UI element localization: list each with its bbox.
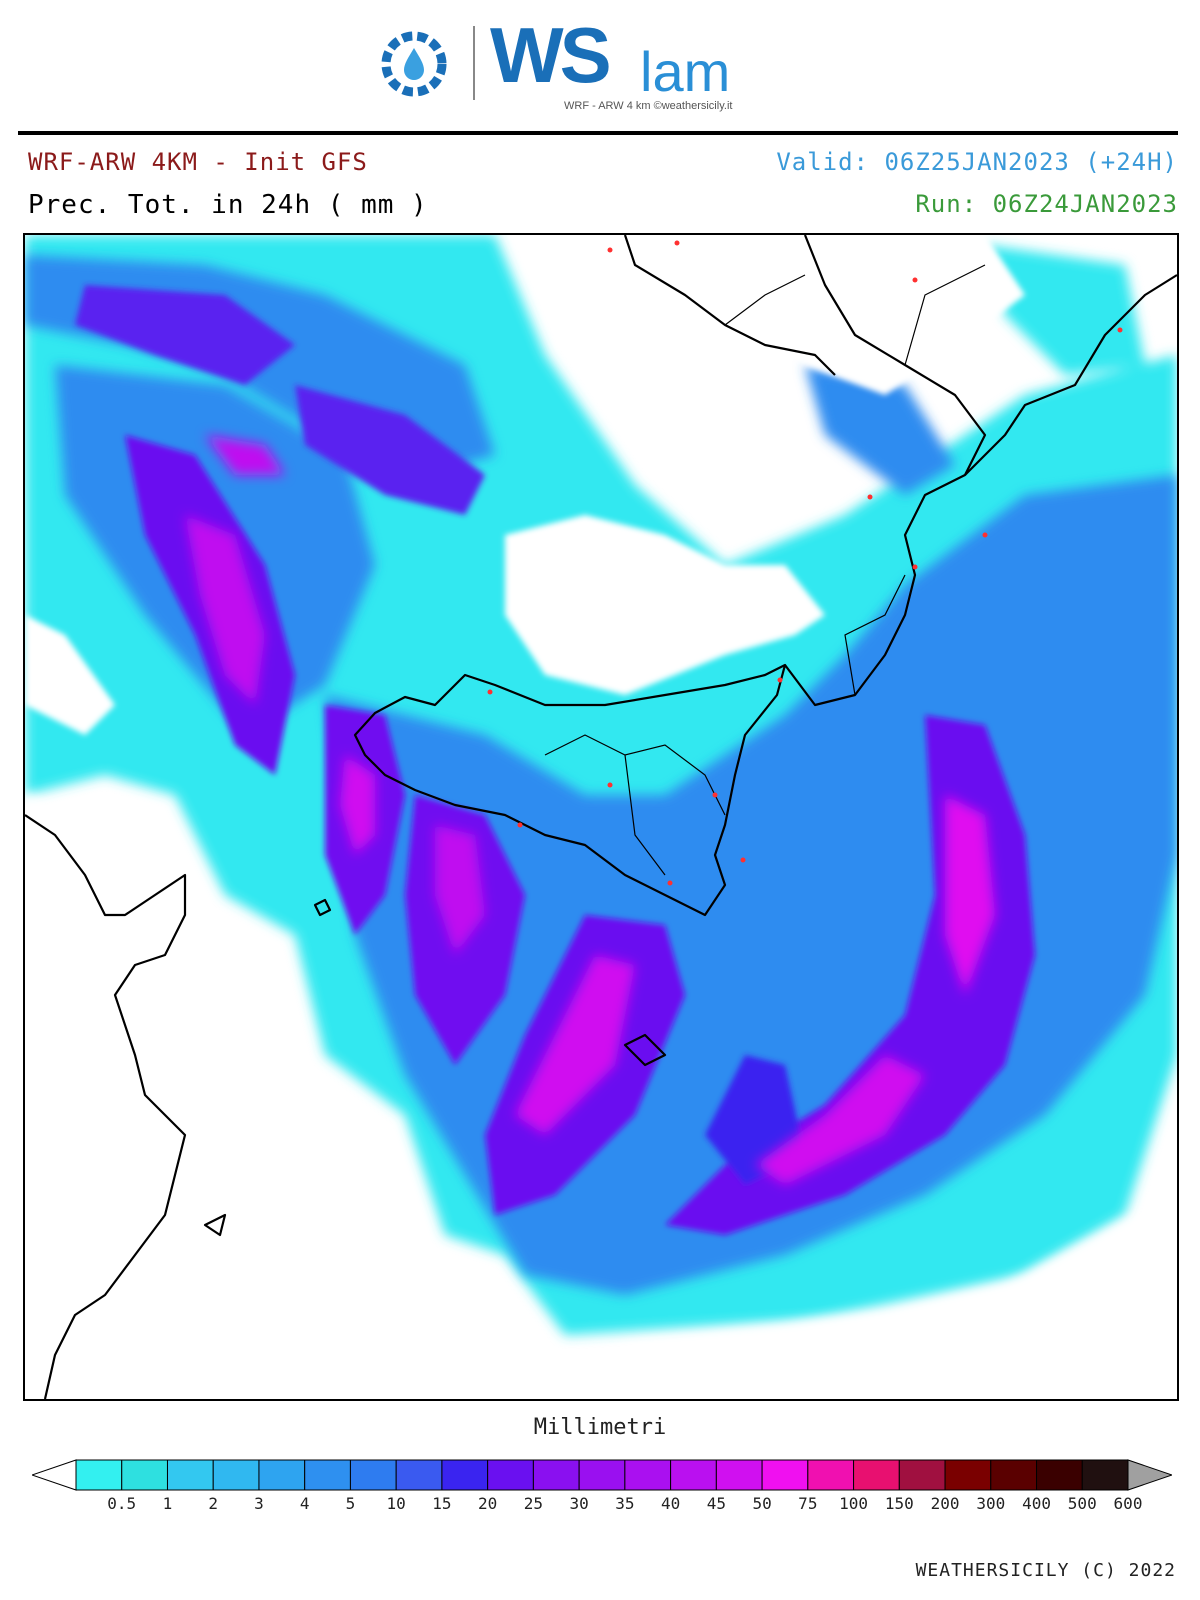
colorbar-swatch bbox=[715, 1459, 763, 1491]
city-marker bbox=[912, 277, 918, 283]
colorbar-swatch bbox=[853, 1459, 900, 1491]
colorbar-swatch bbox=[944, 1459, 992, 1491]
colorbar-tick-label: 50 bbox=[752, 1494, 772, 1513]
colorbar-swatch bbox=[624, 1459, 672, 1491]
colorbar-tick-label: 75 bbox=[798, 1494, 818, 1513]
dry-area-southwest bbox=[25, 795, 405, 1399]
colorbar-title: Millimetri bbox=[533, 1415, 667, 1440]
colorbar-tick-label: 35 bbox=[615, 1494, 635, 1513]
colorbar-swatch bbox=[304, 1459, 351, 1491]
pantelleria-coast bbox=[313, 898, 332, 917]
colorbar-tick-label: 400 bbox=[1022, 1494, 1051, 1513]
colorbar-tick-label: 0.5 bbox=[107, 1494, 137, 1513]
dry-area-italian-mainland bbox=[585, 235, 1025, 395]
colorbar-swatch bbox=[532, 1459, 580, 1491]
valid-time: Valid: 06Z25JAN2023 (+24H) bbox=[776, 148, 1178, 176]
model-label: WRF-ARW 4KM - Init GFS bbox=[28, 148, 368, 176]
city-marker bbox=[607, 782, 613, 788]
colorbar-tick-label: 1 bbox=[162, 1494, 173, 1513]
colorbar-swatch bbox=[1036, 1459, 1083, 1491]
colorbar-tick-label: 100 bbox=[839, 1494, 869, 1513]
colorbar-ticks: 0.5 1 2 3 4 5 10 15 20 25 30 35 40 45 50 75 100 150 200 300… bbox=[0, 1494, 1200, 1518]
city-marker bbox=[607, 247, 613, 253]
copyright: WEATHERSICILY (C) 2022 bbox=[915, 1560, 1176, 1581]
colorbar-tick-label: 30 bbox=[569, 1494, 589, 1513]
city-marker bbox=[487, 689, 493, 695]
colorbar-swatch bbox=[212, 1459, 260, 1491]
colorbar-tick-label: 600 bbox=[1113, 1494, 1143, 1513]
city-markers bbox=[487, 240, 1123, 886]
logo-brand: WS bbox=[490, 11, 612, 99]
colorbar-under-arrow bbox=[32, 1459, 77, 1491]
province-boundary bbox=[544, 734, 726, 816]
tunisia-coast bbox=[25, 814, 187, 1399]
colorbar-swatch bbox=[166, 1459, 214, 1491]
colorbar-tick-label: 300 bbox=[976, 1494, 1006, 1513]
colorbar-tick-label: 200 bbox=[930, 1494, 960, 1513]
colorbar-swatch bbox=[75, 1459, 123, 1491]
colorbar-swatch bbox=[1081, 1459, 1129, 1491]
city-marker bbox=[912, 564, 918, 570]
colorbar-over-arrow bbox=[1127, 1459, 1172, 1491]
colorbar-tick-label: 15 bbox=[432, 1494, 452, 1513]
field-label: Prec. Tot. in 24h ( mm ) bbox=[28, 190, 428, 220]
colorbar-tick-label: 2 bbox=[208, 1494, 219, 1513]
city-marker bbox=[777, 677, 783, 683]
city-marker bbox=[1117, 327, 1123, 333]
colorbar-swatch bbox=[990, 1459, 1038, 1491]
regional-boundaries bbox=[544, 264, 986, 876]
colorbar-tick-label: 500 bbox=[1067, 1494, 1097, 1513]
city-marker bbox=[674, 240, 680, 246]
province-boundary bbox=[844, 574, 906, 696]
colorbar-swatch bbox=[487, 1459, 534, 1491]
colorbar-tick-label: 45 bbox=[706, 1494, 726, 1513]
ionian-coast bbox=[964, 274, 1177, 476]
colorbar-swatch bbox=[441, 1459, 489, 1491]
logo-brand-suffix: lam bbox=[640, 40, 731, 103]
precipitation-map bbox=[23, 233, 1179, 1401]
colorbar-tick-label: 5 bbox=[345, 1494, 356, 1513]
dry-area-southeast bbox=[565, 1195, 1177, 1399]
kerkennah-coast bbox=[203, 1213, 227, 1237]
precipitation-field bbox=[25, 235, 1177, 1399]
province-boundary bbox=[624, 754, 666, 876]
colorbar bbox=[32, 1459, 1172, 1491]
colorbar-tick-label: 3 bbox=[254, 1494, 264, 1513]
sicily-coast bbox=[353, 663, 787, 917]
gear-drop-icon bbox=[381, 31, 447, 97]
colorbar-swatch bbox=[258, 1459, 306, 1491]
colorbar-swatch bbox=[670, 1459, 717, 1491]
city-marker bbox=[740, 857, 746, 863]
calabria-coast bbox=[784, 235, 987, 707]
logo-separator bbox=[473, 26, 475, 100]
dry-area-west bbox=[25, 615, 115, 735]
colorbar-tick-label: 25 bbox=[523, 1494, 544, 1513]
precip-intense-cores bbox=[185, 435, 995, 1185]
malta-coast bbox=[623, 1033, 667, 1067]
colorbar-tick-label: 4 bbox=[299, 1494, 310, 1513]
colorbar-swatch bbox=[898, 1459, 946, 1491]
city-marker bbox=[982, 532, 988, 538]
colorbar-swatch bbox=[578, 1459, 626, 1491]
weathersicily-logo: WS lam WRF - ARW 4 km ©weathersicily.it bbox=[378, 16, 798, 112]
logo-subtitle: WRF - ARW 4 km ©weathersicily.it bbox=[564, 100, 733, 112]
colorbar-swatch bbox=[121, 1459, 168, 1491]
run-time: Run: 06Z24JAN2023 bbox=[915, 190, 1178, 218]
colorbar-swatch bbox=[807, 1459, 855, 1491]
header-rule bbox=[18, 131, 1178, 135]
region-boundary bbox=[904, 264, 986, 366]
city-marker bbox=[517, 822, 523, 828]
colorbar-swatch bbox=[349, 1459, 397, 1491]
colorbar-tick-label: 150 bbox=[884, 1494, 914, 1513]
colorbar-tick-label: 20 bbox=[478, 1494, 498, 1513]
colorbar-swatch bbox=[395, 1459, 443, 1491]
colorbar-tick-label: 10 bbox=[386, 1494, 406, 1513]
dry-area-tyrrhenian bbox=[505, 515, 825, 695]
colorbar-swatch bbox=[761, 1459, 809, 1491]
city-marker bbox=[867, 494, 873, 500]
colorbar-tick-label: 40 bbox=[660, 1494, 681, 1513]
city-marker bbox=[667, 880, 673, 886]
city-marker bbox=[712, 792, 718, 798]
region-boundary bbox=[724, 274, 806, 326]
